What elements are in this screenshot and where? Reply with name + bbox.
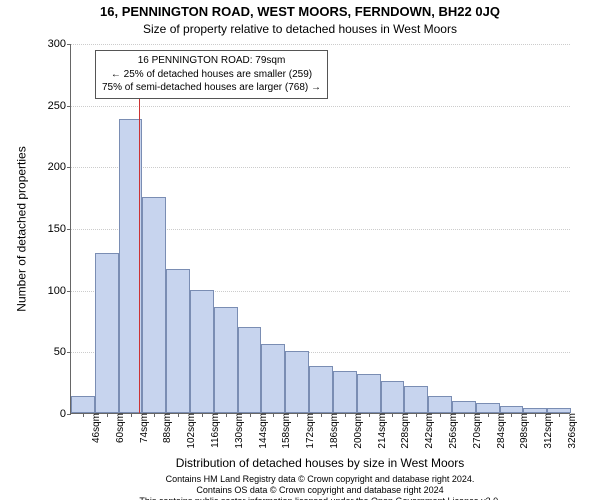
y-tick-label: 50 [54, 346, 71, 358]
x-tick-label: 102sqm [182, 413, 197, 449]
histogram-bar [261, 344, 285, 413]
chart-footer: Contains HM Land Registry data © Crown c… [70, 474, 570, 500]
histogram-bar [476, 403, 500, 413]
histogram-bar [500, 406, 524, 413]
reference-line [139, 92, 140, 413]
x-tick-label: 46sqm [87, 413, 102, 443]
y-tick-label: 0 [60, 408, 71, 420]
x-tick [416, 413, 417, 417]
x-tick [535, 413, 536, 417]
x-tick-label: 172sqm [301, 413, 316, 449]
x-tick-label: 144sqm [254, 413, 269, 449]
annotation-box: 16 PENNINGTON ROAD: 79sqm← 25% of detach… [95, 50, 328, 99]
x-tick-label: 60sqm [111, 413, 126, 443]
histogram-bar [71, 396, 95, 413]
x-tick [440, 413, 441, 417]
x-tick-label: 298sqm [515, 413, 530, 449]
y-axis-label: Number of detached properties [14, 44, 30, 414]
x-tick-label: 74sqm [135, 413, 150, 443]
gridline [71, 167, 570, 168]
plot-area: 05010015020025030046sqm60sqm74sqm88sqm10… [70, 44, 570, 414]
x-tick [369, 413, 370, 417]
annotation-line: ← 25% of detached houses are smaller (25… [102, 68, 321, 82]
y-tick-label: 250 [48, 100, 71, 112]
x-tick-label: 242sqm [420, 413, 435, 449]
x-tick-label: 116sqm [206, 413, 221, 448]
gridline [71, 106, 570, 107]
annotation-line: 16 PENNINGTON ROAD: 79sqm [102, 54, 321, 68]
histogram-bar [404, 386, 428, 413]
x-tick [559, 413, 560, 417]
x-tick-label: 312sqm [539, 413, 554, 449]
histogram-bar [214, 307, 238, 413]
x-tick [226, 413, 227, 417]
y-tick-label: 200 [48, 161, 71, 173]
histogram-bar [285, 351, 309, 413]
x-tick [154, 413, 155, 417]
footer-line: Contains OS data © Crown copyright and d… [70, 485, 570, 496]
x-tick-label: 200sqm [349, 413, 364, 449]
histogram-bar [142, 197, 166, 413]
gridline [71, 44, 570, 45]
x-tick [511, 413, 512, 417]
histogram-bar [428, 396, 452, 413]
x-tick [345, 413, 346, 417]
x-tick-label: 256sqm [444, 413, 459, 449]
x-tick [297, 413, 298, 417]
x-axis-label: Distribution of detached houses by size … [70, 456, 570, 470]
x-tick [488, 413, 489, 417]
histogram-bar [166, 269, 190, 413]
x-tick-label: 158sqm [277, 413, 292, 449]
histogram-bar [381, 381, 405, 413]
x-tick-label: 326sqm [563, 413, 578, 449]
x-tick [273, 413, 274, 417]
x-tick-label: 130sqm [230, 413, 245, 449]
x-tick [250, 413, 251, 417]
x-tick [83, 413, 84, 417]
histogram-bar [95, 253, 119, 413]
x-tick-label: 88sqm [158, 413, 173, 443]
x-tick-label: 270sqm [468, 413, 483, 449]
x-tick-label: 186sqm [325, 413, 340, 449]
x-tick [107, 413, 108, 417]
x-tick-label: 228sqm [396, 413, 411, 449]
histogram-bar [238, 327, 262, 413]
x-tick-label: 284sqm [492, 413, 507, 449]
annotation-line: 75% of semi-detached houses are larger (… [102, 81, 321, 95]
x-tick [202, 413, 203, 417]
histogram-bar [452, 401, 476, 413]
footer-line: This contains public sector information … [70, 496, 570, 500]
footer-line: Contains HM Land Registry data © Crown c… [70, 474, 570, 485]
histogram-bar [309, 366, 333, 413]
x-tick [392, 413, 393, 417]
histogram-bar [190, 290, 214, 413]
x-tick [178, 413, 179, 417]
x-tick [464, 413, 465, 417]
histogram-bar [333, 371, 357, 413]
x-tick [321, 413, 322, 417]
chart-container: 16, PENNINGTON ROAD, WEST MOORS, FERNDOW… [0, 0, 600, 500]
histogram-bar [357, 374, 381, 413]
y-tick-label: 300 [48, 38, 71, 50]
x-tick [131, 413, 132, 417]
chart-subtitle: Size of property relative to detached ho… [0, 22, 600, 36]
chart-title: 16, PENNINGTON ROAD, WEST MOORS, FERNDOW… [0, 4, 600, 19]
x-tick-label: 214sqm [373, 413, 388, 449]
y-tick-label: 150 [48, 223, 71, 235]
y-tick-label: 100 [48, 285, 71, 297]
